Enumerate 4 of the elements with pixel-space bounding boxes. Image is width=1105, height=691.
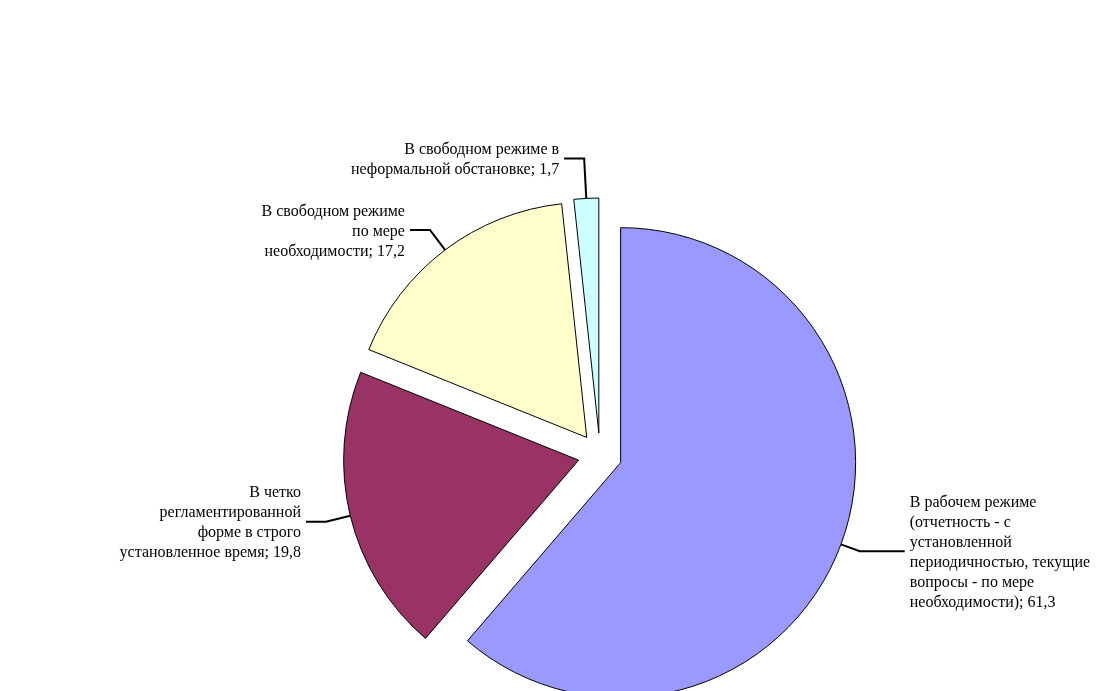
slice-label: В свободном режиме в неформальной обстановке; 1,7 — [350, 139, 560, 178]
slice-label: В четко регламентированной форме в строго установленное время; 19,8 — [119, 483, 302, 562]
legend-label: В рабочем режиме (отчетность - с установленной периодичностью, текущие вопросы - по мере необходимости); 61,3 — [909, 492, 1091, 611]
slice-label: В свободном режиме по мере необходимости; 17,2 — [261, 201, 405, 260]
